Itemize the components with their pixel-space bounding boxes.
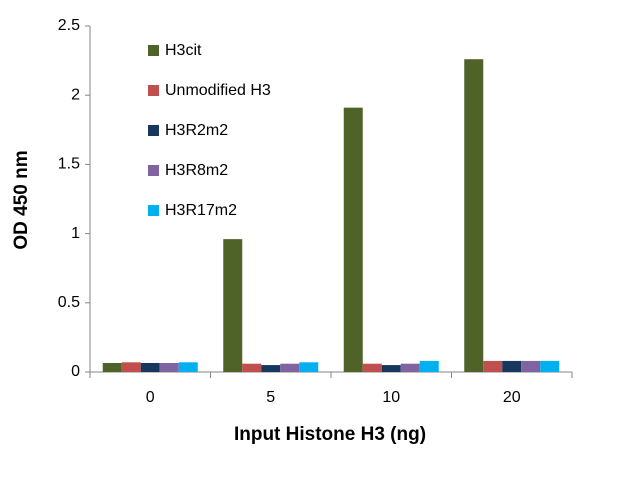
bar [102, 363, 122, 372]
y-axis-title: OD 450 nm [11, 150, 32, 249]
bar [299, 362, 319, 372]
y-tick-label: 0 [71, 363, 80, 380]
bar [521, 360, 541, 372]
bar [178, 362, 198, 372]
legend-swatch [148, 165, 159, 176]
bar [223, 239, 243, 372]
y-tick-label: 0.5 [58, 294, 80, 311]
bar [464, 59, 484, 372]
bar [400, 363, 420, 372]
bar [362, 363, 382, 372]
bar [343, 107, 363, 372]
x-tick-label: 20 [503, 389, 521, 406]
y-tick-label: 2 [71, 86, 80, 103]
bar [121, 362, 141, 372]
legend-label: H3R8m2 [165, 162, 228, 179]
bar [280, 363, 300, 372]
bar [159, 363, 179, 372]
x-tick-label: 10 [382, 389, 400, 406]
bar [242, 363, 262, 372]
legend-swatch [148, 125, 159, 136]
legend-swatch [148, 45, 159, 56]
legend-swatch [148, 205, 159, 216]
bar [419, 360, 439, 372]
bar [381, 365, 401, 372]
x-axis-title: Input Histone H3 (ng) [234, 424, 426, 445]
y-tick-label: 1.5 [58, 156, 80, 173]
legend-label: Unmodified H3 [165, 82, 271, 99]
y-tick-label: 2.5 [58, 17, 80, 34]
legend-label: H3R17m2 [165, 202, 237, 219]
bar [502, 360, 522, 372]
legend-swatch [148, 85, 159, 96]
bar [261, 365, 281, 372]
legend-label: H3R2m2 [165, 122, 228, 139]
x-tick-label: 0 [146, 389, 155, 406]
bar [140, 363, 160, 372]
y-tick-label: 1 [71, 225, 80, 242]
bar [540, 360, 560, 372]
bar [483, 360, 503, 372]
legend-label: H3cit [165, 42, 202, 59]
x-tick-label: 5 [266, 389, 275, 406]
